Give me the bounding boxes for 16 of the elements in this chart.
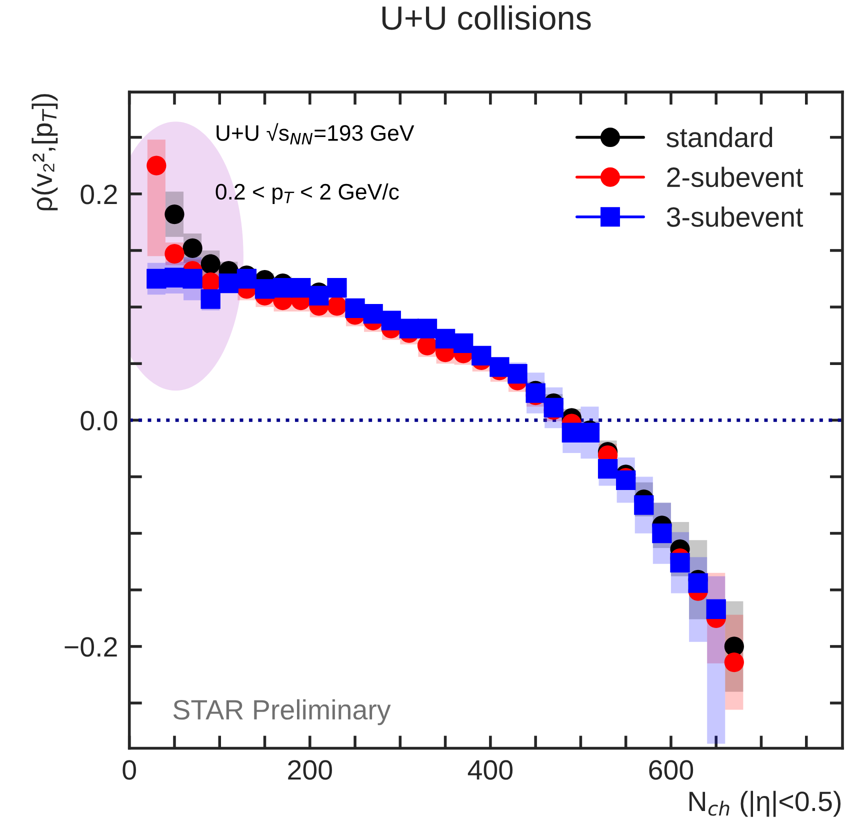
legend-label: standard [666,126,772,148]
y-tick-label: −0.2 [64,637,117,657]
x-tick-label: 400 [468,760,513,780]
x-tick-label: 600 [649,760,694,780]
y-tick-label: 0.2 [80,184,117,204]
x-tick-label: 0 [122,760,136,780]
annotation: 0.2 < p$_{T}$ < 2 GeV/c [216,183,399,204]
legend-label: 3-subevent [666,206,804,227]
y-tick-label: 0.0 [80,410,118,431]
x-tick-label: 200 [288,760,332,780]
y-axis-title: ρ(v₂²,[p$_{T}$]) [32,94,58,210]
legend-label: 2-subevent [667,166,804,188]
annotation: STAR Preliminary [173,699,391,726]
annotation: U+U √s$_{NN}$=193 GeV [216,123,414,144]
chart-title: U+U collisions [382,5,591,30]
x-axis-title: N$_{ch}$ (|η|<0.5) [689,790,841,817]
